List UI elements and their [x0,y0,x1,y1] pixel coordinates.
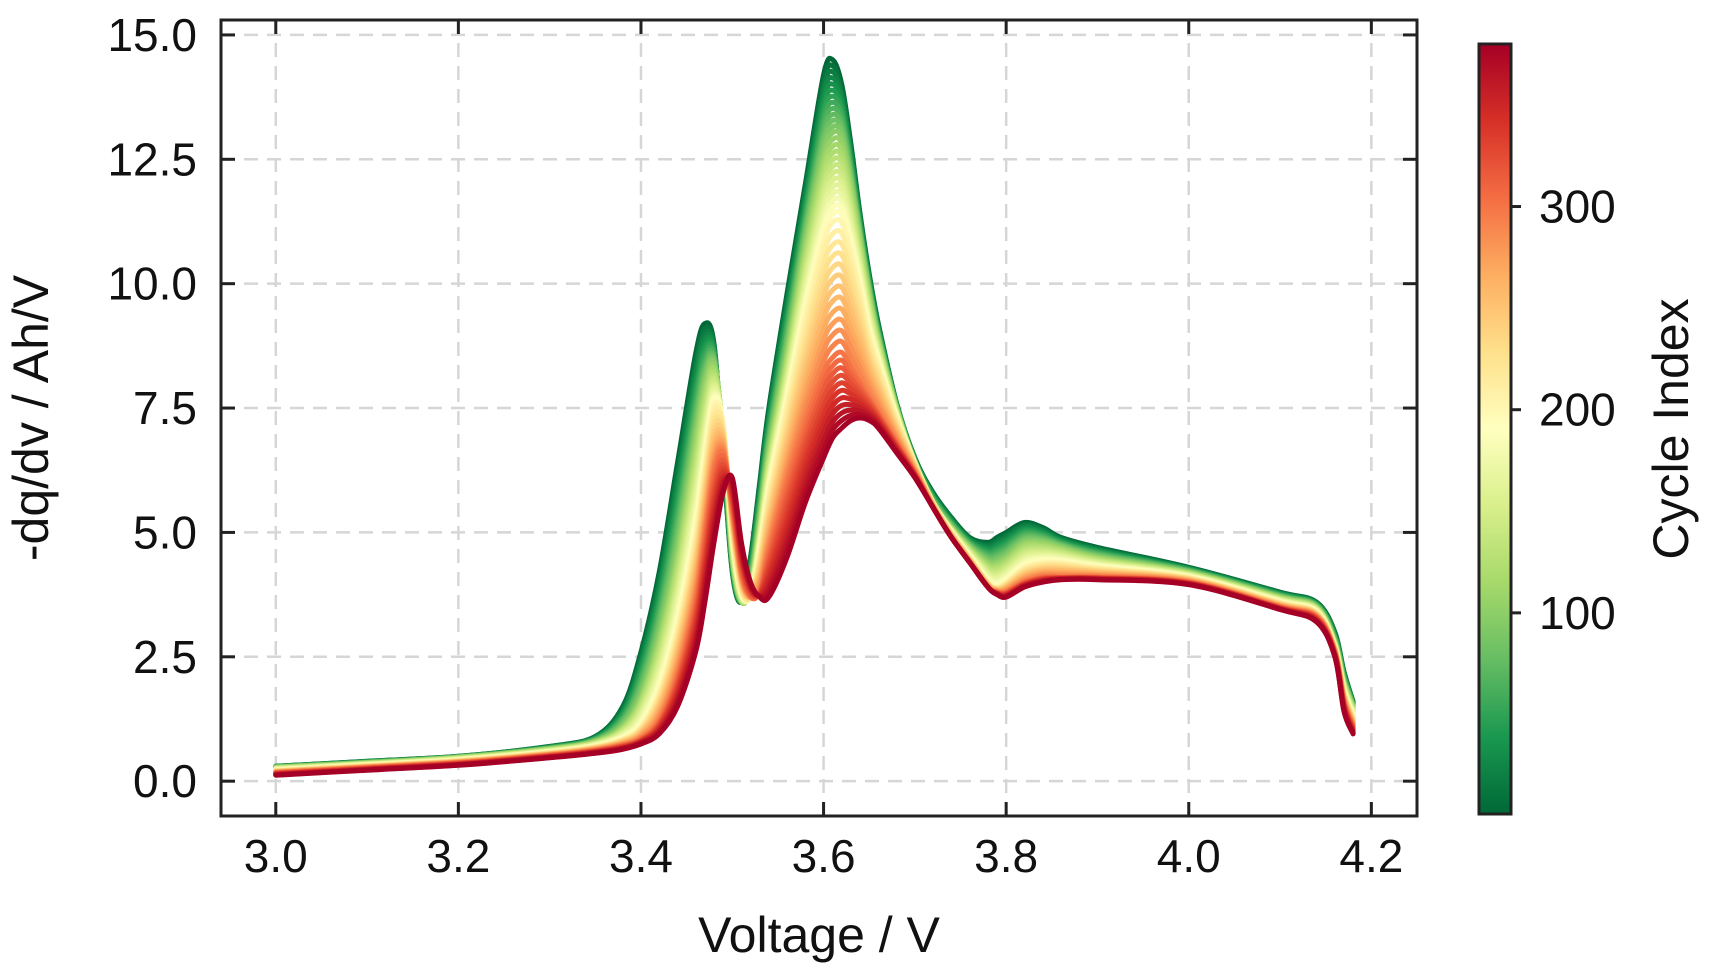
x-tick-label: 4.2 [1339,830,1403,882]
x-tick-label: 3.8 [974,830,1038,882]
x-tick-label: 3.6 [792,830,856,882]
x-tick-label: 3.4 [609,830,673,882]
y-tick-label: 15.0 [107,9,197,61]
colorbar-tick-label: 100 [1539,587,1616,639]
y-tick-label: 10.0 [107,258,197,310]
y-tick-label: 2.5 [133,631,197,683]
curve-series [273,55,1356,778]
y-axis-ticks: 0.0 2.5 5.0 7.5 10.0 12.5 15.0 [107,9,1417,807]
colorbar-tick-label: 200 [1539,384,1616,436]
y-tick-label: 5.0 [133,506,197,558]
x-axis-ticks: 3.0 3.2 3.4 3.6 3.8 4.0 4.2 [244,20,1403,882]
plot-frame [219,18,1419,818]
x-tick-label: 4.0 [1157,830,1221,882]
y-tick-label: 7.5 [133,382,197,434]
y-tick-label: 0.0 [133,755,197,807]
colorbar [1477,42,1513,816]
colorbar-tick-label: 300 [1539,181,1616,233]
x-axis-label: Voltage / V [698,907,940,963]
colorbar-ticks: 100 200 300 [1511,181,1616,639]
cycle-curve [273,411,1356,778]
x-tick-label: 3.0 [244,830,308,882]
cycle-curve [273,407,1356,778]
colorbar-label: Cycle Index [1643,298,1699,559]
y-tick-label: 12.5 [107,133,197,185]
x-tick-label: 3.2 [426,830,490,882]
cycle-curve [273,415,1356,778]
y-axis-label: -dq/dv / Ah/V [3,274,59,561]
